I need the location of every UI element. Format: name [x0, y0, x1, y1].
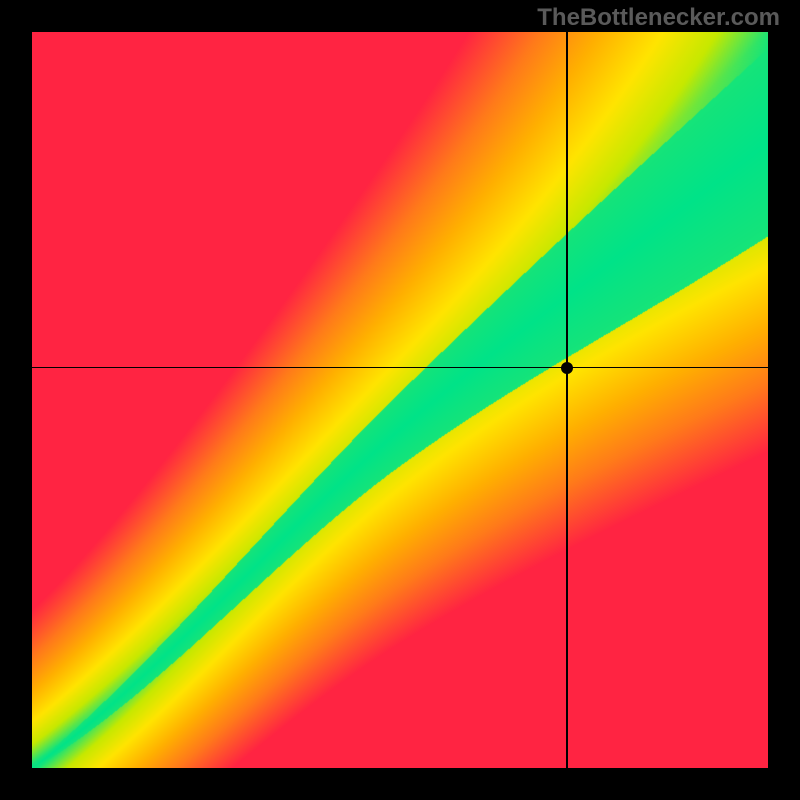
data-point-marker [561, 362, 573, 374]
crosshair-vertical [566, 32, 568, 768]
plot-frame [32, 32, 768, 768]
heatmap-canvas [32, 32, 768, 768]
watermark-text: TheBottlenecker.com [537, 4, 780, 32]
crosshair-horizontal [32, 367, 768, 369]
